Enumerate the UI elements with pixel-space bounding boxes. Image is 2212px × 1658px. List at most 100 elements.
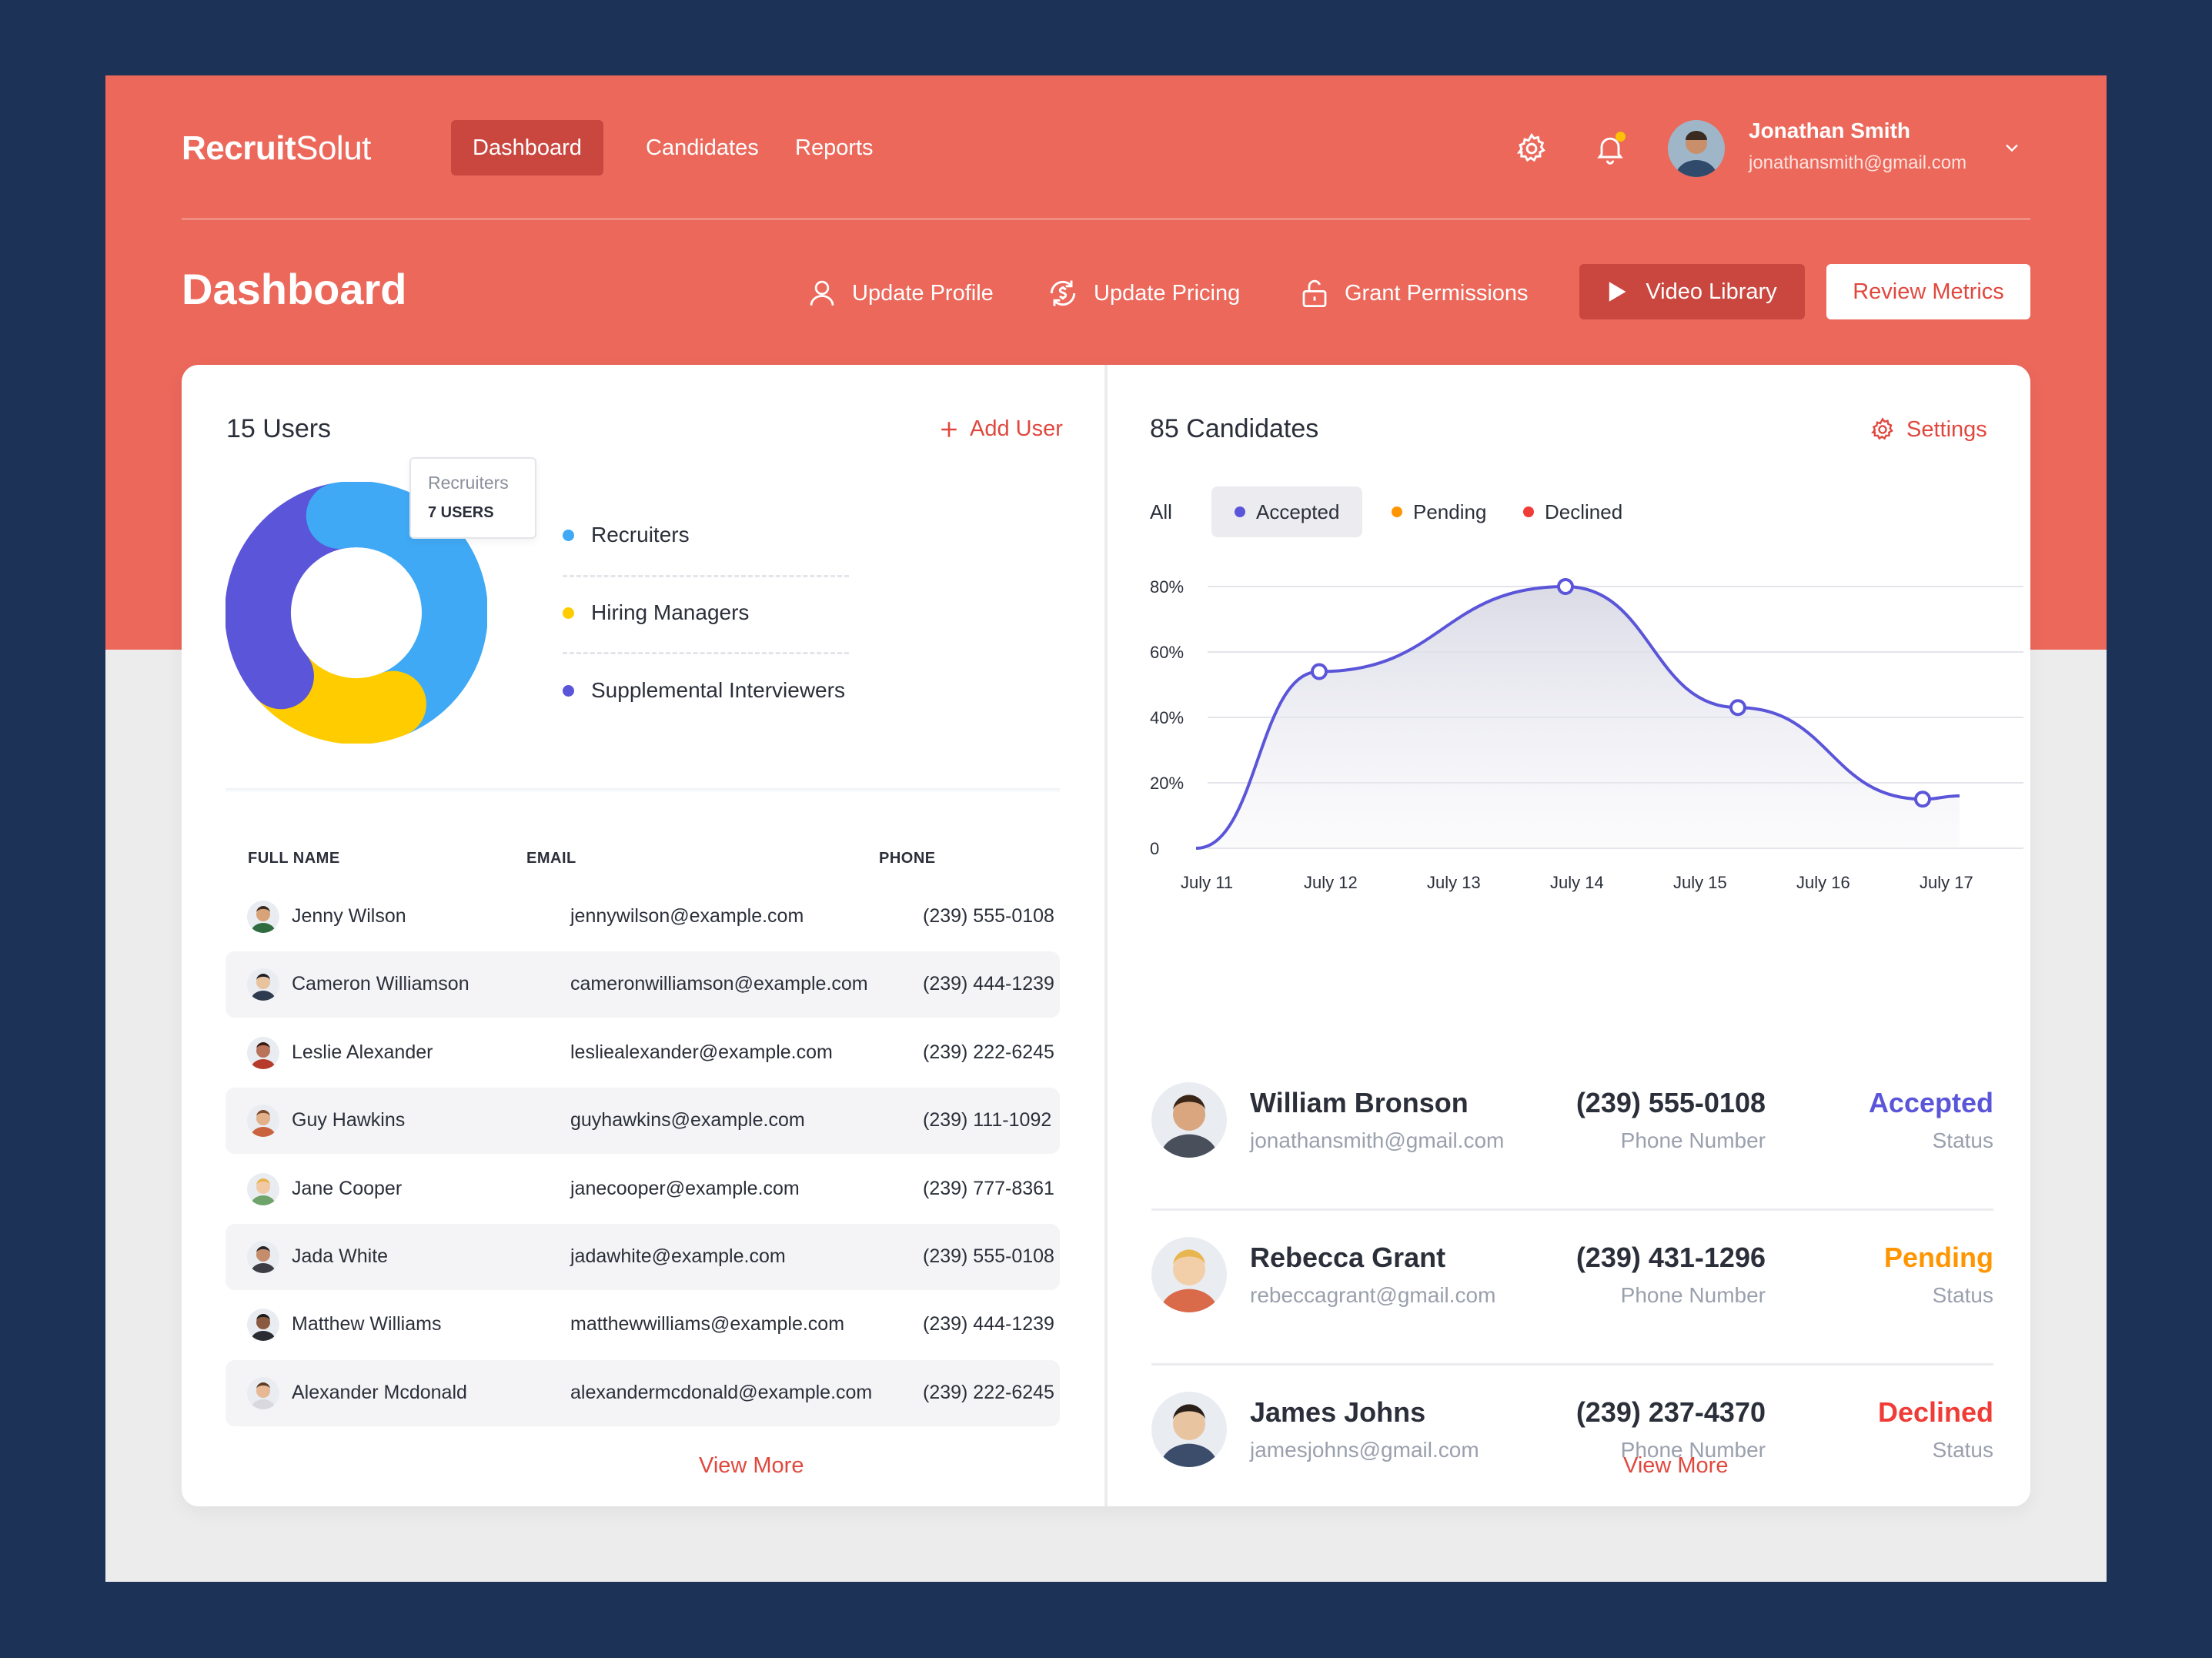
chart-point[interactable] (1914, 791, 1931, 808)
table-row[interactable]: Guy Hawkins guyhawkins@example.com (239) 1… (226, 1088, 1060, 1155)
candidate-phone: (239) 237-4370 (1575, 1396, 1766, 1428)
legend-hiring-managers: Hiring Managers (563, 600, 749, 625)
candidates-view-more-link[interactable]: View More (1623, 1453, 1729, 1478)
legend-label: Recruiters (591, 523, 690, 547)
logo-light: Solut (296, 129, 371, 167)
video-library-button[interactable]: Video Library (1579, 264, 1805, 319)
nav-reports[interactable]: Reports (795, 135, 874, 160)
candidates-settings-button[interactable]: Settings (1870, 416, 1987, 443)
table-row[interactable]: Jane Cooper janecooper@example.com (239) 7… (226, 1156, 1060, 1222)
user-email: jonathansmith@gmail.com (1749, 152, 1967, 173)
candidate-email: jamesjohns@gmail.com (1250, 1438, 1479, 1462)
update-pricing-label: Update Pricing (1094, 280, 1241, 306)
y-tick-label: 80% (1150, 577, 1184, 597)
notifications-button[interactable] (1587, 125, 1633, 172)
y-tick-label: 60% (1150, 643, 1184, 662)
candidate-name: James Johns (1250, 1396, 1426, 1428)
candidate-status-label: Status (1932, 1283, 1993, 1307)
table-row[interactable]: Jada White jadawhite@example.com (239) 555… (226, 1224, 1060, 1290)
gear-icon (1871, 417, 1893, 440)
table-row[interactable]: Leslie Alexander lesliealexander@example.… (226, 1020, 1060, 1086)
filter-pending-label: Pending (1413, 500, 1487, 523)
legend-recruiters: Recruiters (563, 523, 690, 547)
user-name-cell: Cameron Williamson (292, 973, 469, 995)
user-email-cell: jadawhite@example.com (570, 1245, 786, 1267)
update-profile-label: Update Profile (852, 280, 994, 306)
candidate-phone-label: Phone Number (1620, 1283, 1766, 1307)
gear-icon (1516, 132, 1545, 162)
user-email-cell: guyhawkins@example.com (570, 1109, 805, 1132)
candidate-avatar (1151, 1237, 1227, 1312)
x-tick-label: July 17 (1920, 873, 1973, 892)
user-avatar[interactable] (1668, 120, 1725, 177)
grant-permissions-label: Grant Permissions (1345, 280, 1529, 306)
x-tick-label: July 11 (1181, 873, 1233, 892)
candidate-name: William Bronson (1250, 1087, 1469, 1118)
chart-point[interactable] (1729, 699, 1746, 717)
add-user-label: Add User (970, 416, 1063, 441)
user-name-cell: Jenny Wilson (292, 905, 406, 927)
candidate-item[interactable]: James Johns jamesjohns@gmail.com (239) 237… (1151, 1392, 1993, 1515)
avatar (247, 968, 279, 1001)
legend-divider (563, 575, 849, 577)
update-pricing-button[interactable]: Update Pricing (1046, 266, 1240, 321)
x-tick-label: July 16 (1796, 873, 1850, 892)
update-profile-button[interactable]: Update Profile (806, 266, 994, 321)
nav-divider (182, 218, 2030, 220)
candidate-status-label: Status (1932, 1438, 1993, 1462)
candidate-item[interactable]: Rebecca Grant rebeccagrant@gmail.com (239)… (1151, 1237, 1993, 1360)
tooltip-value: 7 USERS (428, 504, 494, 521)
table-row[interactable]: Jenny Wilson jennywilson@example.com (239)… (226, 884, 1060, 950)
settings-button[interactable] (1509, 125, 1555, 172)
candidate-phone-label: Phone Number (1620, 1128, 1766, 1152)
chart-point[interactable] (1557, 578, 1574, 595)
users-view-more-link[interactable]: View More (699, 1453, 804, 1478)
user-name-cell: Alexander Mcdonald (292, 1381, 467, 1403)
chart-line-accepted (1195, 584, 1960, 850)
filter-declined[interactable]: Declined (1523, 486, 1622, 537)
candidate-status: Pending (1884, 1242, 1993, 1273)
chevron-down-icon[interactable] (2001, 137, 2023, 159)
filter-accepted[interactable]: Accepted (1211, 486, 1363, 537)
add-user-button[interactable]: Add User (939, 416, 1063, 442)
filter-all[interactable]: All (1150, 500, 1172, 523)
filter-pending[interactable]: Pending (1392, 486, 1486, 537)
avatar (247, 1172, 279, 1205)
app-window: Recruit Solut Dashboard Candidates Report… (105, 75, 2107, 1582)
user-name-cell: Leslie Alexander (292, 1041, 433, 1063)
candidate-phone: (239) 555-0108 (1575, 1087, 1766, 1118)
filter-accepted-label: Accepted (1256, 500, 1340, 523)
user-phone-cell: (239) 555-0108 (923, 905, 1054, 927)
legend-dot (563, 607, 574, 619)
nav-dashboard[interactable]: Dashboard (451, 120, 603, 175)
review-metrics-button[interactable]: Review Metrics (1826, 264, 2030, 319)
main-card: 15 Users Add User Recruiters 7 USERS Rec… (182, 365, 2030, 1506)
candidates-line-chart: 0 20% 40% 60% 80% July 11 July 12 July 13 July 1… (1150, 577, 2023, 892)
candidate-item[interactable]: William Bronson jonathansmith@gmail.com (2… (1151, 1082, 1993, 1205)
user-email-cell: janecooper@example.com (570, 1177, 800, 1199)
video-library-label: Video Library (1646, 279, 1777, 304)
col-phone: PHONE (879, 850, 936, 867)
grant-permissions-button[interactable]: Grant Permissions (1298, 266, 1529, 321)
col-email: EMAIL (526, 850, 576, 867)
x-tick-label: July 15 (1673, 873, 1727, 892)
logo[interactable]: Recruit Solut (182, 118, 371, 179)
chart-point[interactable] (1311, 663, 1328, 680)
plus-icon (941, 421, 957, 437)
col-full-name: FULL NAME (248, 850, 340, 867)
table-row[interactable]: Alexander Mcdonald alexandermcdonald@exam… (226, 1359, 1060, 1426)
user-phone-cell: (239) 777-8361 (923, 1177, 1054, 1199)
candidate-divider (1151, 1363, 1993, 1366)
table-row[interactable]: Matthew Williams matthewwilliams@example.… (226, 1292, 1060, 1358)
avatar (247, 1036, 279, 1069)
declined-dot (1523, 506, 1534, 517)
filter-declined-label: Declined (1545, 500, 1623, 523)
user-phone-cell: (239) 555-0108 (923, 1245, 1054, 1267)
tooltip-label: Recruiters (428, 473, 509, 493)
unlock-icon (1302, 279, 1327, 308)
candidate-avatar (1151, 1392, 1227, 1467)
table-row[interactable]: Cameron Williamson cameronwilliamson@exam… (226, 951, 1060, 1018)
legend-dot (563, 684, 574, 697)
donut-tooltip: Recruiters 7 USERS (409, 457, 536, 539)
nav-candidates[interactable]: Candidates (646, 135, 759, 160)
